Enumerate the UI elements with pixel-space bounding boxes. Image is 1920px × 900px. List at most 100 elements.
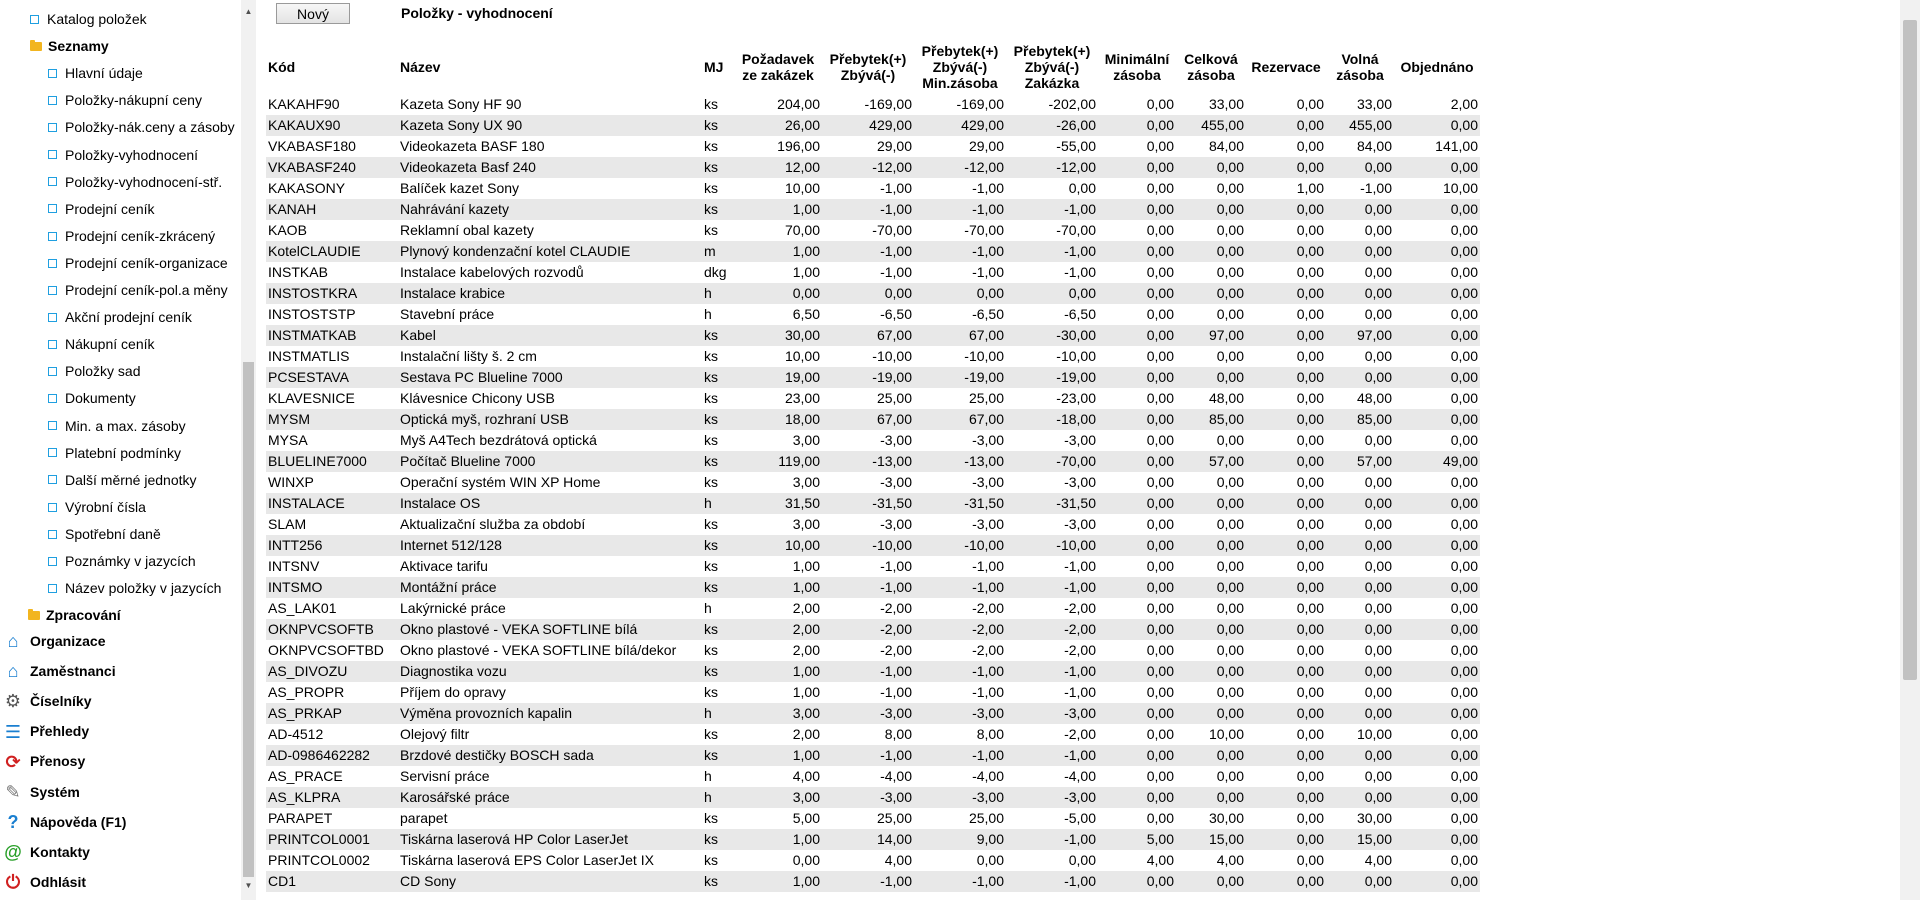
column-header-3[interactable]: Požadavek ze zakázek <box>734 40 822 94</box>
tree-item-seznamy[interactable]: Seznamy <box>30 35 109 57</box>
table-row[interactable]: MYSA Myš A4Tech bezdrátová optická ks 3,00 -… <box>266 430 1480 451</box>
table-cell: PARAPET <box>268 810 333 826</box>
table-cell: AS_LAK01 <box>268 600 337 616</box>
tree-item-nakupni-cenik[interactable]: Nákupní ceník <box>48 333 155 355</box>
tree-item-akcni-prodejni-cenik[interactable]: Akční prodejní ceník <box>48 306 192 328</box>
table-row[interactable]: PARAPET parapet ks 5,00 25,00 25,00 -5,00 0,00 3… <box>266 808 1480 829</box>
table-row[interactable]: SLAM Aktualizační služba za období ks 3,00 -… <box>266 514 1480 535</box>
tree-item-platebni-podminky[interactable]: Platební podmínky <box>48 442 181 464</box>
column-header-10[interactable]: Volná zásoba <box>1326 40 1394 94</box>
table-row[interactable]: MYSM Optická myš, rozhraní USB ks 18,00 67,0… <box>266 409 1480 430</box>
table-row[interactable]: KAKAUX90 Kazeta Sony UX 90 ks 26,00 429,00 42… <box>266 115 1480 136</box>
tree-item-polozky-sad[interactable]: Položky sad <box>48 360 140 382</box>
table-row[interactable]: KANAH Nahrávání kazety ks 1,00 -1,00 -1,00 -1,… <box>266 199 1480 220</box>
tree-item-polozky-vyhodnoceni-str[interactable]: Položky-vyhodnocení-stř. <box>48 171 222 193</box>
table-row[interactable]: AS_PRACE Servisní práce h 4,00 -4,00 -4,00 -4,… <box>266 766 1480 787</box>
column-header-4[interactable]: Přebytek(+) Zbývá(-) <box>822 40 914 94</box>
table-row[interactable]: INSTMATKAB Kabel ks 30,00 67,00 67,00 -30,00 0,… <box>266 325 1480 346</box>
table-row[interactable]: KAKASONY Balíček kazet Sony ks 10,00 -1,00 -1… <box>266 178 1480 199</box>
table-cell: 0,00 <box>1246 283 1326 304</box>
column-header-0[interactable]: Kód <box>266 40 398 94</box>
table-row[interactable]: AD-4512 Olejový filtr ks 2,00 8,00 8,00 -2,00 0… <box>266 724 1480 745</box>
table-row[interactable]: CD1 CD Sony ks 1,00 -1,00 -1,00 -1,00 0,00 0,00 0… <box>266 871 1480 892</box>
column-header-6[interactable]: Přebytek(+) Zbývá(-) Zakázka <box>1006 40 1098 94</box>
table-row[interactable]: AS_PRKAP Výměna provozních kapalin h 3,00 -3… <box>266 703 1480 724</box>
table-row[interactable]: AS_DIVOZU Diagnostika vozu ks 1,00 -1,00 -1,0… <box>266 661 1480 682</box>
table-row[interactable]: INSTOSTSTP Stavební práce h 6,50 -6,50 -6,50 -… <box>266 304 1480 325</box>
table-row[interactable]: INSTOSTKRA Instalace krabice h 0,00 0,00 0,00… <box>266 283 1480 304</box>
table-cell: 0,00 <box>1216 222 1244 238</box>
table-row[interactable]: INTT256 Internet 512/128 ks 10,00 -10,00 -10,… <box>266 535 1480 556</box>
table-row[interactable]: WINXP Operační systém WIN XP Home ks 3,00 -3… <box>266 472 1480 493</box>
tree-item-dalsi-merne-jednotky[interactable]: Další měrné jednotky <box>48 469 197 491</box>
table-row[interactable]: INTSMO Montážní práce ks 1,00 -1,00 -1,00 -1,0… <box>266 577 1480 598</box>
tree-item-poznamky-v-jazycich[interactable]: Poznámky v jazycích <box>48 550 196 572</box>
nav-item-system[interactable]: ✎ Systém <box>2 779 79 805</box>
nav-item-odhlasit[interactable]: ⏻ Odhlásit <box>2 869 86 895</box>
table-row[interactable]: AS_LAK01 Lakýrnické práce h 2,00 -2,00 -2,00 -… <box>266 598 1480 619</box>
tree-item-label: Nákupní ceník <box>65 336 155 353</box>
table-row[interactable]: OKNPVCSOFTB Okno plastové - VEKA SOFTLINE… <box>266 619 1480 640</box>
tree-item-prodejni-cenik-organizace[interactable]: Prodejní ceník-organizace <box>48 252 228 274</box>
table-row[interactable]: VKABASF180 Videokazeta BASF 180 ks 196,00 29… <box>266 136 1480 157</box>
column-header-1[interactable]: Název <box>398 40 702 94</box>
main-scrollbar-thumb[interactable] <box>1903 20 1917 680</box>
table-cell: ks <box>702 367 734 388</box>
scroll-up-arrow-icon[interactable]: ▲ <box>244 7 253 16</box>
nav-item-kontakty[interactable]: @ Kontakty <box>2 839 90 865</box>
table-row[interactable]: KLAVESNICE Klávesnice Chicony USB ks 23,00 2… <box>266 388 1480 409</box>
nav-item-prehledy[interactable]: ☰ Přehledy <box>2 718 89 744</box>
new-button[interactable]: Nový <box>276 3 350 24</box>
table-row[interactable]: PCSESTAVA Sestava PC Blueline 7000 ks 19,00… <box>266 367 1480 388</box>
table-cell: 0,00 <box>1068 180 1096 196</box>
table-row[interactable]: KAKAHF90 Kazeta Sony HF 90 ks 204,00 -169,00… <box>266 94 1480 115</box>
table-row[interactable]: BLUELINE7000 Počítač Blueline 7000 ks 119,0… <box>266 451 1480 472</box>
nav-item-ciselniky[interactable]: ⚙ Číselníky <box>2 688 92 714</box>
tree-item-polozky-vyhodnoceni[interactable]: Položky-vyhodnocení <box>48 144 198 166</box>
column-header-5[interactable]: Přebytek(+) Zbývá(-) Min.zásoba <box>914 40 1006 94</box>
tree-item-nazev-polozky-v-jazycich[interactable]: Název položky v jazycích <box>48 577 221 599</box>
table-row[interactable]: INSTMATLIS Instalační lišty š. 2 cm ks 10,0… <box>266 346 1480 367</box>
table-row[interactable]: INTSNV Aktivace tarifu ks 1,00 -1,00 -1,00 -1,… <box>266 556 1480 577</box>
table-row[interactable]: AS_KLPRA Karosářské práce h 3,00 -3,00 -3,00-… <box>266 787 1480 808</box>
tree-item-hlavni-udaje[interactable]: Hlavní údaje <box>48 62 143 84</box>
nav-item-organizace[interactable]: ⌂ Organizace <box>2 628 106 654</box>
table-cell: 85,00 <box>1326 409 1394 430</box>
column-header-2[interactable]: MJ <box>702 40 734 94</box>
nav-item-zamestnanci[interactable]: ⌂ Zaměstnanci <box>2 658 116 684</box>
tree-item-vyrobni-cisla[interactable]: Výrobní čísla <box>48 496 146 518</box>
tree-item-prodejni-cenik-zkraceny[interactable]: Prodejní ceník-zkrácený <box>48 225 215 247</box>
nav-item-napoveda-f1[interactable]: ? Nápověda (F1) <box>2 809 127 835</box>
column-header-8[interactable]: Celková zásoba <box>1176 40 1246 94</box>
table-row[interactable]: INSTALACE Instalace OS h 31,50 -31,50 -31,50-… <box>266 493 1480 514</box>
table-cell: 0,00 <box>1098 241 1176 262</box>
column-header-11[interactable]: Objednáno <box>1394 40 1480 94</box>
main-scrollbar[interactable] <box>1900 0 1920 900</box>
tree-item-polozky-nak-ceny-a-zasoby[interactable]: Položky-nák.ceny a zásoby <box>48 116 235 138</box>
table-row[interactable]: PRINTCOL0001 Tiskárna laserová HP Color L… <box>266 829 1480 850</box>
scroll-down-arrow-icon[interactable]: ▼ <box>244 881 253 890</box>
table-row[interactable]: AD-0986462282 Brzdové destičky BOSCH sada… <box>266 745 1480 766</box>
table-row[interactable]: PRINTCOL0002 Tiskárna laserová EPS Color … <box>266 850 1480 871</box>
nav-item-prenosy[interactable]: ⟳ Přenosy <box>2 748 85 774</box>
table-row[interactable]: KotelCLAUDIE Plynový kondenzační kotel CL… <box>266 241 1480 262</box>
tree-item-prodejni-cenik-pol-a-meny[interactable]: Prodejní ceník-pol.a měny <box>48 279 228 301</box>
column-header-7[interactable]: Minimální zásoba <box>1098 40 1176 94</box>
tree-item-dokumenty[interactable]: Dokumenty <box>48 387 136 409</box>
sidebar-scrollbar[interactable]: ▲ ▼ <box>241 0 256 900</box>
table-cell: 3,00 <box>792 474 820 490</box>
tree-item-zpracovani[interactable]: Zpracování <box>28 604 121 626</box>
table-row[interactable]: INSTKAB Instalace kabelových rozvodů dkg 1,… <box>266 262 1480 283</box>
table-cell: -70,00 <box>872 222 912 238</box>
table-row[interactable]: OKNPVCSOFTBD Okno plastové - VEKA SOFTLIN… <box>266 640 1480 661</box>
table-row[interactable]: VKABASF240 Videokazeta Basf 240 ks 12,00 -12… <box>266 157 1480 178</box>
tree-item-prodejni-cenik[interactable]: Prodejní ceník <box>48 198 155 220</box>
tree-item-polozky-nakupni-ceny[interactable]: Položky-nákupní ceny <box>48 89 202 111</box>
sidebar-scrollbar-thumb[interactable] <box>243 362 254 877</box>
table-row[interactable]: KAOB Reklamní obal kazety ks 70,00 -70,00 -70… <box>266 220 1480 241</box>
table-row[interactable]: AS_PROPR Příjem do opravy ks 1,00 -1,00 -1,00… <box>266 682 1480 703</box>
tree-item-spotrebni-dane[interactable]: Spotřební daně <box>48 523 161 545</box>
tree-item-min-a-max-zasoby[interactable]: Min. a max. zásoby <box>48 415 186 437</box>
tree-item-katalog-polozek[interactable]: Katalog položek <box>30 8 147 30</box>
column-header-9[interactable]: Rezervace <box>1246 40 1326 94</box>
